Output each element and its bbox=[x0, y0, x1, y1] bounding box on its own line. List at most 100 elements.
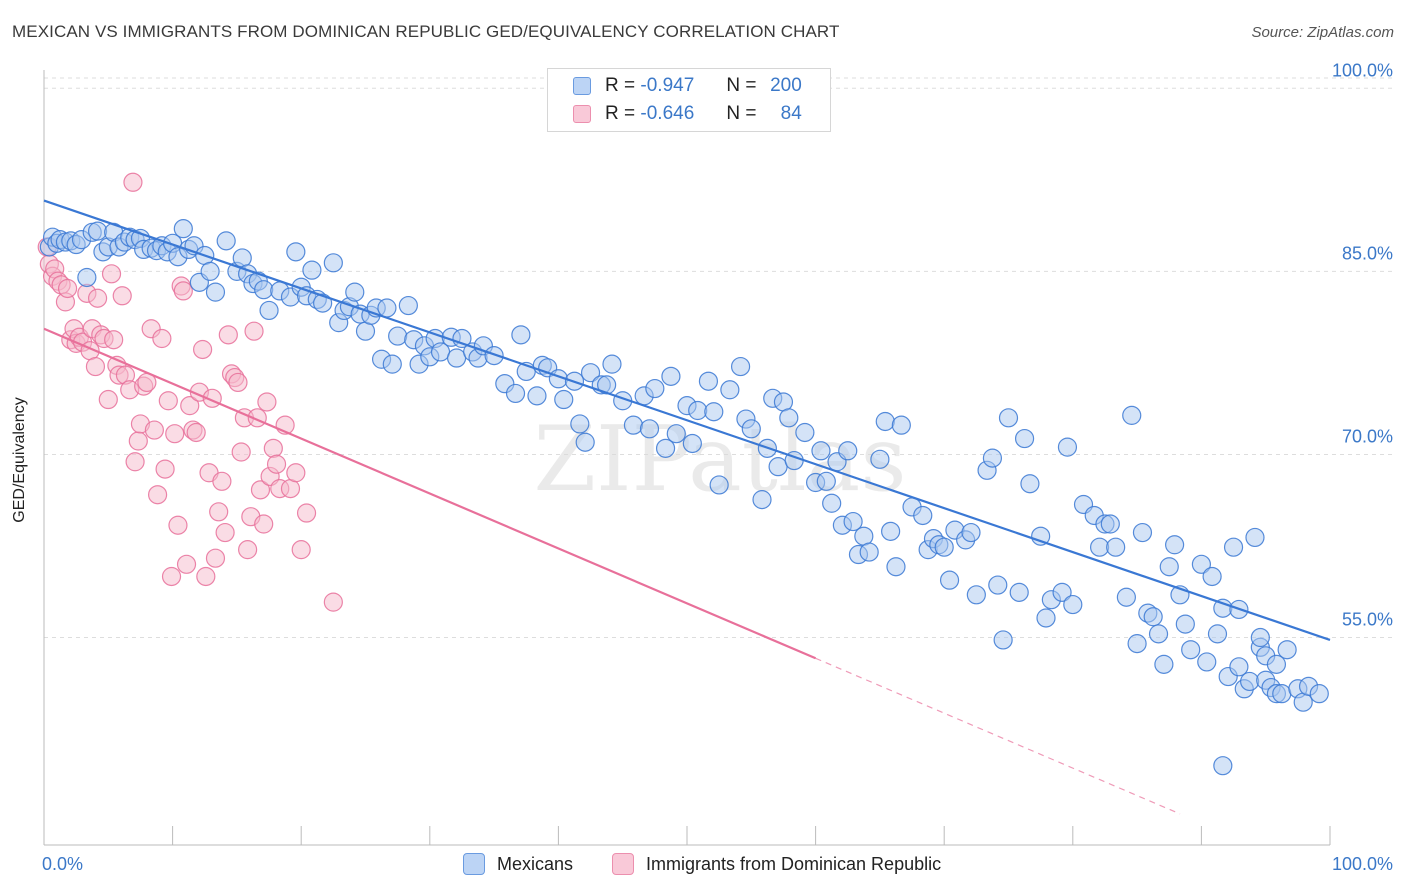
series-mexicans-points bbox=[39, 219, 1329, 776]
dominican-point bbox=[250, 480, 271, 500]
legend-r-label: R = bbox=[605, 75, 636, 96]
dominican-point bbox=[144, 420, 164, 440]
legend-row-dominican: R = -0.646 N = 84 bbox=[548, 101, 802, 127]
mexicans-trend-line bbox=[43, 199, 1331, 642]
bottom-legend-mexicans: Mexicans bbox=[463, 851, 573, 877]
dominican-trend-line bbox=[43, 327, 817, 660]
mexicans-point bbox=[1036, 608, 1056, 628]
mexicans-point bbox=[77, 267, 97, 288]
mexicans-point bbox=[1245, 527, 1265, 548]
y-tick-label: 85.0% bbox=[1342, 243, 1393, 263]
mexicans-point bbox=[323, 253, 343, 273]
mexicans-point bbox=[382, 354, 402, 374]
mexicans-point bbox=[286, 242, 306, 262]
dominican-point bbox=[263, 438, 283, 458]
mexicans-point bbox=[881, 521, 901, 541]
mexicans-point bbox=[1154, 654, 1174, 674]
mexicans-point bbox=[388, 326, 408, 346]
legend-row-mexicans: R = -0.947 N = 200 bbox=[548, 73, 802, 99]
legend-r-value: -0.947 bbox=[640, 75, 695, 96]
mexicans-point bbox=[87, 221, 108, 241]
mexicans-point bbox=[1250, 627, 1270, 648]
mexicans-point bbox=[216, 231, 236, 251]
mexicans-point bbox=[580, 363, 601, 383]
mexicans-point bbox=[1266, 654, 1287, 674]
mexicans-point bbox=[1122, 405, 1142, 425]
mexicans-point bbox=[741, 419, 761, 439]
mexicans-point bbox=[655, 438, 676, 458]
dominican-point bbox=[231, 442, 251, 462]
dominican-point bbox=[244, 321, 264, 341]
y-tick-label: 70.0% bbox=[1342, 426, 1393, 446]
dominican-point bbox=[238, 540, 258, 560]
mexicans-point bbox=[1277, 640, 1297, 660]
bottom-legend-swatch-pink bbox=[612, 853, 634, 875]
dominican-point bbox=[296, 503, 317, 523]
mexicans-point bbox=[822, 493, 842, 513]
mexicans-point bbox=[575, 432, 595, 452]
mexicans-point bbox=[795, 422, 815, 443]
legend-n-label: N = bbox=[726, 103, 757, 124]
dominican-point bbox=[128, 431, 148, 451]
mexicans-point bbox=[1272, 684, 1292, 704]
dominican-point bbox=[161, 566, 182, 587]
mexicans-point bbox=[682, 433, 702, 454]
dominican-point bbox=[196, 566, 216, 587]
bottom-legend-label: Immigrants from Dominican Republic bbox=[646, 853, 942, 874]
mexicans-point bbox=[768, 457, 788, 477]
mexicans-point bbox=[816, 471, 836, 491]
mexicans-point bbox=[779, 408, 799, 428]
dominican-point bbox=[257, 392, 277, 412]
mexicans-point bbox=[446, 348, 467, 368]
mexicans-point bbox=[752, 490, 772, 510]
mexicans-point bbox=[843, 511, 863, 532]
mexicans-point bbox=[302, 260, 322, 280]
dominican-point bbox=[180, 396, 200, 416]
mexicans-point bbox=[1207, 624, 1228, 644]
dominican-point bbox=[176, 554, 197, 574]
mexicans-point bbox=[934, 537, 954, 557]
mexicans-point bbox=[1309, 684, 1329, 704]
x-tick-label: 100.0% bbox=[1332, 854, 1393, 874]
chart-title: MEXICAN VS IMMIGRANTS FROM DOMINICAN REP… bbox=[12, 22, 840, 41]
mexicans-point bbox=[570, 414, 590, 434]
mexicans-point bbox=[966, 585, 986, 605]
mexicans-point bbox=[961, 522, 981, 543]
mexicans-point bbox=[982, 448, 1003, 468]
legend-swatch-blue bbox=[573, 77, 591, 95]
dominican-point bbox=[205, 548, 226, 568]
dominican-point bbox=[152, 328, 172, 349]
mexicans-point bbox=[1132, 522, 1153, 543]
dominican-trend-extension bbox=[815, 657, 1181, 815]
dominican-point bbox=[218, 325, 238, 345]
mexicans-point bbox=[527, 386, 547, 406]
mexicans-point bbox=[988, 575, 1008, 595]
legend-n-value: 200 bbox=[770, 75, 802, 96]
mexicans-point bbox=[838, 441, 858, 461]
mexicans-point bbox=[1165, 535, 1185, 555]
mexicans-point bbox=[993, 630, 1013, 650]
dominican-point bbox=[212, 471, 232, 491]
mexicans-point bbox=[913, 505, 933, 526]
mexicans-point bbox=[1089, 537, 1110, 557]
mexicans-point bbox=[1202, 566, 1222, 587]
mexicans-point bbox=[666, 424, 686, 444]
dominican-point bbox=[147, 485, 168, 505]
mexicans-point bbox=[484, 345, 504, 366]
mexicans-point bbox=[1009, 582, 1029, 602]
mexicans-point bbox=[398, 295, 418, 316]
mexicans-point bbox=[709, 475, 729, 495]
dominican-point bbox=[173, 281, 193, 301]
mexicans-point bbox=[854, 526, 874, 546]
mexicans-point bbox=[1057, 437, 1078, 457]
mexicans-point bbox=[1020, 474, 1040, 494]
mexicans-point bbox=[704, 402, 724, 422]
mexicans-point bbox=[1052, 582, 1072, 602]
bottom-legend-dominican: Immigrants from Dominican Republic bbox=[612, 851, 941, 877]
mexicans-point bbox=[254, 280, 274, 300]
mexicans-point bbox=[1181, 640, 1201, 660]
mexicans-point bbox=[886, 557, 906, 577]
y-tick-label: 55.0% bbox=[1342, 610, 1393, 630]
mexicans-point bbox=[939, 570, 960, 590]
